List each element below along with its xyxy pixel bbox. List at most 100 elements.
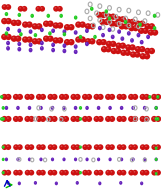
Ellipse shape	[109, 21, 115, 27]
Ellipse shape	[71, 144, 77, 150]
Ellipse shape	[103, 47, 104, 49]
Ellipse shape	[53, 146, 55, 147]
Ellipse shape	[45, 37, 47, 39]
Ellipse shape	[41, 117, 43, 119]
Ellipse shape	[128, 144, 134, 150]
Ellipse shape	[43, 36, 49, 42]
Ellipse shape	[14, 117, 16, 119]
Ellipse shape	[59, 170, 65, 176]
Ellipse shape	[155, 94, 161, 100]
Ellipse shape	[109, 116, 115, 122]
Ellipse shape	[59, 144, 65, 150]
Ellipse shape	[139, 23, 140, 25]
Ellipse shape	[116, 49, 118, 51]
Ellipse shape	[17, 94, 23, 100]
Ellipse shape	[76, 181, 79, 185]
Ellipse shape	[129, 44, 136, 51]
Ellipse shape	[61, 117, 62, 119]
Ellipse shape	[130, 51, 136, 58]
Ellipse shape	[51, 29, 55, 33]
Ellipse shape	[63, 158, 64, 159]
Ellipse shape	[131, 39, 132, 40]
Ellipse shape	[155, 107, 156, 108]
Ellipse shape	[7, 19, 9, 21]
Ellipse shape	[122, 146, 124, 147]
Ellipse shape	[17, 107, 18, 108]
Ellipse shape	[15, 146, 16, 147]
Ellipse shape	[144, 48, 151, 54]
Ellipse shape	[157, 95, 158, 97]
Ellipse shape	[132, 158, 133, 159]
Ellipse shape	[76, 95, 78, 97]
Ellipse shape	[80, 118, 81, 119]
Ellipse shape	[156, 117, 159, 121]
Ellipse shape	[2, 4, 7, 10]
Ellipse shape	[130, 146, 132, 147]
Ellipse shape	[81, 23, 83, 24]
Ellipse shape	[48, 144, 53, 150]
Ellipse shape	[99, 171, 101, 173]
Ellipse shape	[74, 106, 77, 110]
Ellipse shape	[95, 95, 97, 97]
Ellipse shape	[1, 118, 2, 119]
Ellipse shape	[86, 170, 92, 176]
Ellipse shape	[82, 170, 88, 176]
Ellipse shape	[131, 106, 135, 110]
Ellipse shape	[86, 29, 87, 31]
Ellipse shape	[87, 171, 89, 173]
Ellipse shape	[52, 29, 53, 31]
Ellipse shape	[34, 34, 36, 35]
Ellipse shape	[45, 22, 47, 24]
Ellipse shape	[80, 36, 81, 37]
Ellipse shape	[153, 31, 155, 32]
Ellipse shape	[18, 95, 20, 97]
Ellipse shape	[111, 95, 112, 97]
Ellipse shape	[13, 170, 19, 176]
Ellipse shape	[153, 146, 155, 147]
Ellipse shape	[111, 171, 112, 173]
Ellipse shape	[89, 38, 95, 45]
Ellipse shape	[61, 95, 62, 97]
Ellipse shape	[144, 107, 145, 108]
Ellipse shape	[144, 116, 150, 122]
Ellipse shape	[102, 40, 104, 42]
Ellipse shape	[75, 21, 82, 28]
Ellipse shape	[85, 23, 91, 29]
Ellipse shape	[35, 182, 36, 183]
Ellipse shape	[117, 94, 123, 100]
Ellipse shape	[94, 36, 95, 37]
Ellipse shape	[19, 7, 21, 9]
Ellipse shape	[3, 35, 5, 37]
Ellipse shape	[155, 144, 161, 150]
Ellipse shape	[153, 26, 156, 30]
Ellipse shape	[107, 15, 109, 16]
Ellipse shape	[2, 117, 5, 121]
Ellipse shape	[49, 171, 51, 173]
Ellipse shape	[157, 118, 158, 119]
Ellipse shape	[59, 14, 63, 18]
Ellipse shape	[17, 144, 23, 150]
Ellipse shape	[131, 46, 133, 47]
Ellipse shape	[3, 117, 5, 119]
Ellipse shape	[18, 171, 20, 173]
Ellipse shape	[85, 106, 89, 110]
Ellipse shape	[75, 31, 76, 32]
Ellipse shape	[154, 27, 155, 28]
Ellipse shape	[41, 42, 42, 43]
Ellipse shape	[37, 7, 39, 9]
Ellipse shape	[151, 116, 157, 122]
Ellipse shape	[153, 95, 155, 97]
Ellipse shape	[75, 51, 76, 52]
Ellipse shape	[30, 49, 31, 50]
Ellipse shape	[52, 49, 53, 50]
Ellipse shape	[7, 28, 8, 29]
Ellipse shape	[107, 117, 108, 119]
Ellipse shape	[151, 170, 157, 176]
Ellipse shape	[91, 40, 93, 41]
Ellipse shape	[108, 106, 112, 110]
Ellipse shape	[41, 47, 42, 48]
Ellipse shape	[3, 19, 5, 21]
Ellipse shape	[86, 94, 92, 100]
Ellipse shape	[63, 144, 69, 150]
Ellipse shape	[157, 96, 158, 97]
